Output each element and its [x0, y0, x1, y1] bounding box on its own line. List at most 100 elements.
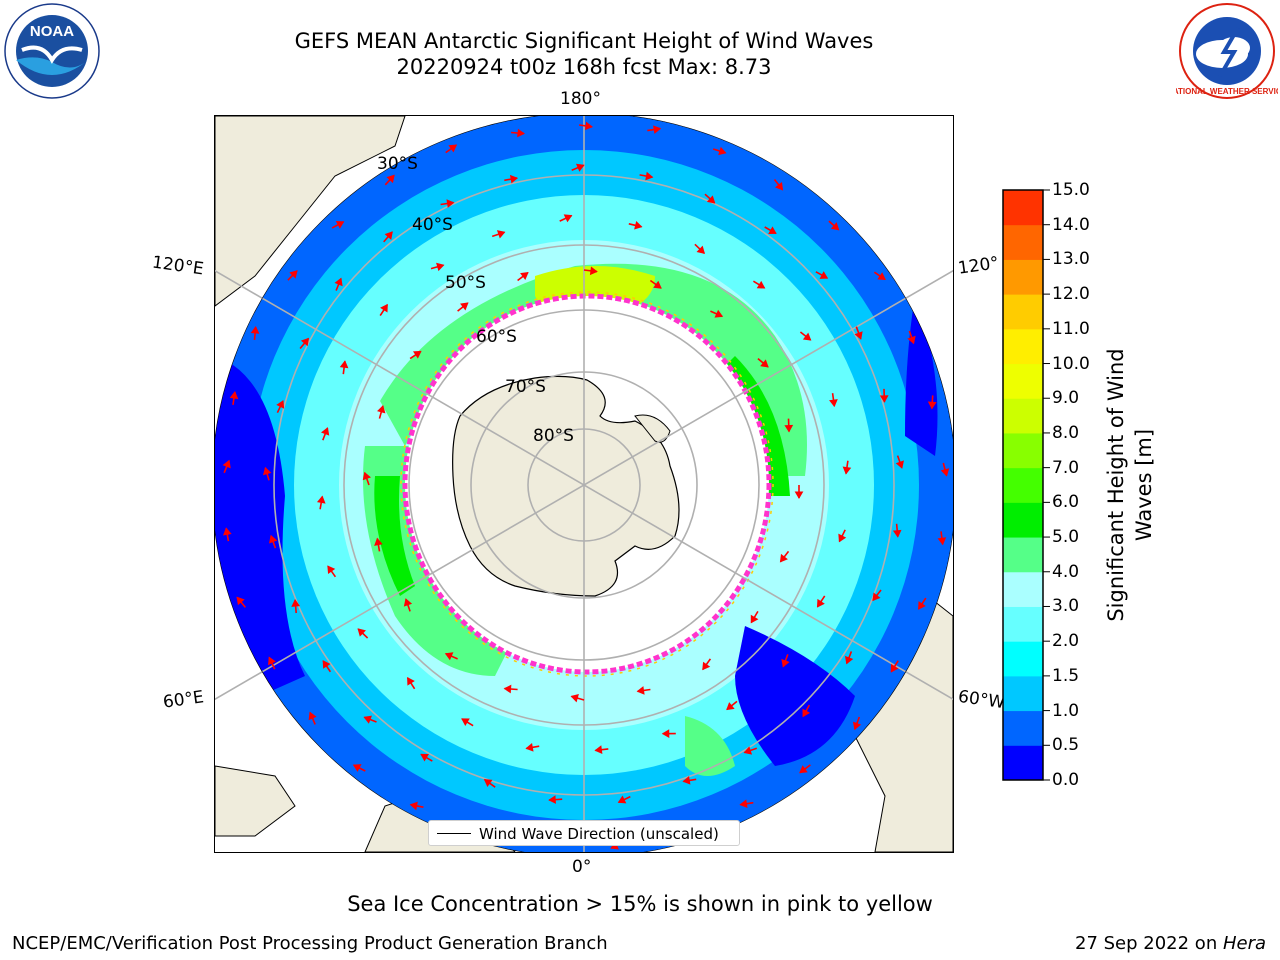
wave-direction-arrowhead: [918, 601, 926, 610]
map-legend: Wind Wave Direction (unscaled): [428, 820, 740, 846]
colorbar-segment: [1003, 675, 1043, 712]
wave-direction-arrowhead: [509, 174, 519, 184]
wave-direction-arrowhead: [702, 661, 711, 671]
wave-direction-arrowhead: [436, 262, 445, 272]
colorbar-segment: [1003, 641, 1043, 677]
wave-direction-arrowhead: [872, 592, 881, 602]
colorbar-tick-label: 1.5: [1052, 665, 1080, 686]
wave-direction-arrowhead: [548, 795, 556, 804]
wave-direction-arrowhead: [268, 656, 276, 666]
wave-direction-arrowhead: [263, 466, 272, 476]
noaa-logo: NOAA: [2, 2, 102, 100]
polar-map: 30°S 40°S 50°S 60°S 70°S 80°S: [214, 115, 954, 853]
lon-label-right-upper: 120°: [956, 253, 1001, 279]
wave-direction-arrowhead: [768, 226, 777, 235]
wave-direction-arrowhead: [819, 271, 829, 279]
colorbar-tick-label: 7.0: [1052, 457, 1080, 478]
noaa-logo-text: NOAA: [30, 23, 74, 40]
polar-map-svg: 30°S 40°S 50°S 60°S 70°S 80°S: [215, 116, 953, 852]
lat-label-30s: 30°S: [377, 154, 418, 174]
wave-direction-arrowhead: [927, 401, 937, 410]
lon-label-right-lower: 60°W: [956, 686, 1007, 714]
wave-direction-arrowhead: [877, 272, 886, 281]
colorbar-segment: [1003, 363, 1043, 399]
colorbar-tick-label: 4.0: [1052, 561, 1080, 582]
wave-direction-arrowhead: [377, 405, 386, 414]
wave-direction-arrowhead: [250, 326, 260, 334]
wave-direction-arrowhead: [594, 745, 603, 755]
colorbar-segment: [1003, 190, 1043, 226]
wave-direction-arrowhead: [854, 331, 863, 340]
wave-direction-arrowhead: [357, 628, 366, 637]
nws-logo-text: NATIONAL WEATHER SERVICE: [1176, 87, 1278, 96]
wave-direction-arrowhead: [386, 174, 395, 184]
colorbar-tick-label: 8.0: [1052, 422, 1080, 443]
lat-label-60s: 60°S: [476, 327, 517, 347]
wave-direction-arrowhead: [937, 537, 947, 546]
wave-direction-arrowhead: [374, 537, 383, 546]
colorbar-segment: [1003, 259, 1043, 295]
colorbar-tick-label: 5.0: [1052, 527, 1080, 548]
wave-direction-arrowhead: [779, 553, 788, 563]
wave-direction-arrowhead: [892, 529, 902, 538]
wave-direction-arrowhead: [829, 399, 838, 408]
wave-direction-arrowhead: [403, 598, 413, 607]
colorbar-segment: [1003, 537, 1043, 573]
wave-direction-arrowhead: [269, 534, 278, 544]
legend-line-swatch: [437, 833, 471, 834]
footer-date-text: 27 Sep 2022 on: [1075, 933, 1223, 954]
wave-direction-arrowhead: [322, 660, 331, 669]
colorbar: [1002, 189, 1050, 781]
wave-direction-arrowhead: [276, 400, 285, 409]
lat-label-70s: 70°S: [505, 377, 546, 397]
wave-direction-arrowhead: [300, 337, 310, 347]
wave-direction-arrowhead: [743, 746, 753, 755]
colorbar-tick-label: 1.0: [1052, 700, 1080, 721]
wave-direction-arrowhead: [525, 742, 534, 752]
wave-direction-arrowhead: [750, 614, 759, 624]
wave-direction-arrowhead: [460, 302, 469, 311]
wave-direction-arrowhead: [661, 729, 670, 738]
colorbar-tick-label: 3.0: [1052, 596, 1080, 617]
wave-direction-arrowhead: [895, 460, 904, 469]
colorbar-tick-label: 14.0: [1052, 214, 1090, 235]
wave-direction-arrowhead: [563, 214, 573, 223]
wave-direction-arrowhead: [589, 266, 598, 276]
lat-label-40s: 40°S: [412, 215, 453, 235]
wave-direction-arrowhead: [420, 753, 429, 762]
colorbar-tick-label: 11.0: [1052, 318, 1090, 339]
wave-direction-arrowhead: [653, 280, 662, 289]
wave-direction-arrowhead: [334, 277, 343, 287]
wave-direction-arrowhead: [838, 533, 847, 543]
wave-direction-arrowhead: [289, 270, 298, 279]
wave-direction-arrowhead: [842, 466, 852, 475]
wave-direction-arrowhead: [407, 676, 415, 686]
sea-ice-note: Sea Ice Concentration > 15% is shown in …: [347, 892, 933, 916]
lon-label-top: 180°: [560, 89, 601, 109]
colorbar-tick-label: 9.0: [1052, 388, 1080, 409]
wave-direction-arrowhead: [756, 280, 766, 289]
wave-direction-arrowhead: [316, 495, 326, 504]
colorbar-tick-label: 12.0: [1052, 284, 1090, 305]
wave-direction-arrowhead: [517, 128, 525, 138]
lon-label-left-lower: 60°E: [161, 687, 206, 713]
colorbar-tick-label: 13.0: [1052, 249, 1090, 270]
colorbar-tick-label: 2.0: [1052, 631, 1080, 652]
wave-direction-arrowhead: [802, 708, 811, 718]
wave-direction-arrowhead: [794, 491, 804, 499]
colorbar-segment: [1003, 467, 1043, 503]
lon-label-left-upper: 120°E: [150, 252, 205, 280]
antarctica: [452, 375, 680, 597]
wave-direction-arrowhead: [520, 271, 529, 280]
lat-label-80s: 80°S: [533, 426, 574, 446]
colorbar-tick-label: 0.5: [1052, 735, 1080, 756]
wave-direction-arrowhead: [636, 686, 645, 695]
wave-direction-arrowhead: [384, 231, 393, 240]
wave-direction-arrowhead: [222, 459, 231, 469]
wave-direction-arrowhead: [483, 779, 493, 787]
wave-direction-arrowhead: [229, 391, 239, 400]
wave-direction-arrowhead: [380, 303, 388, 313]
wave-direction-arrowhead: [890, 663, 899, 673]
wave-direction-arrowhead: [802, 332, 812, 341]
wave-direction-arrowhead: [634, 221, 643, 230]
